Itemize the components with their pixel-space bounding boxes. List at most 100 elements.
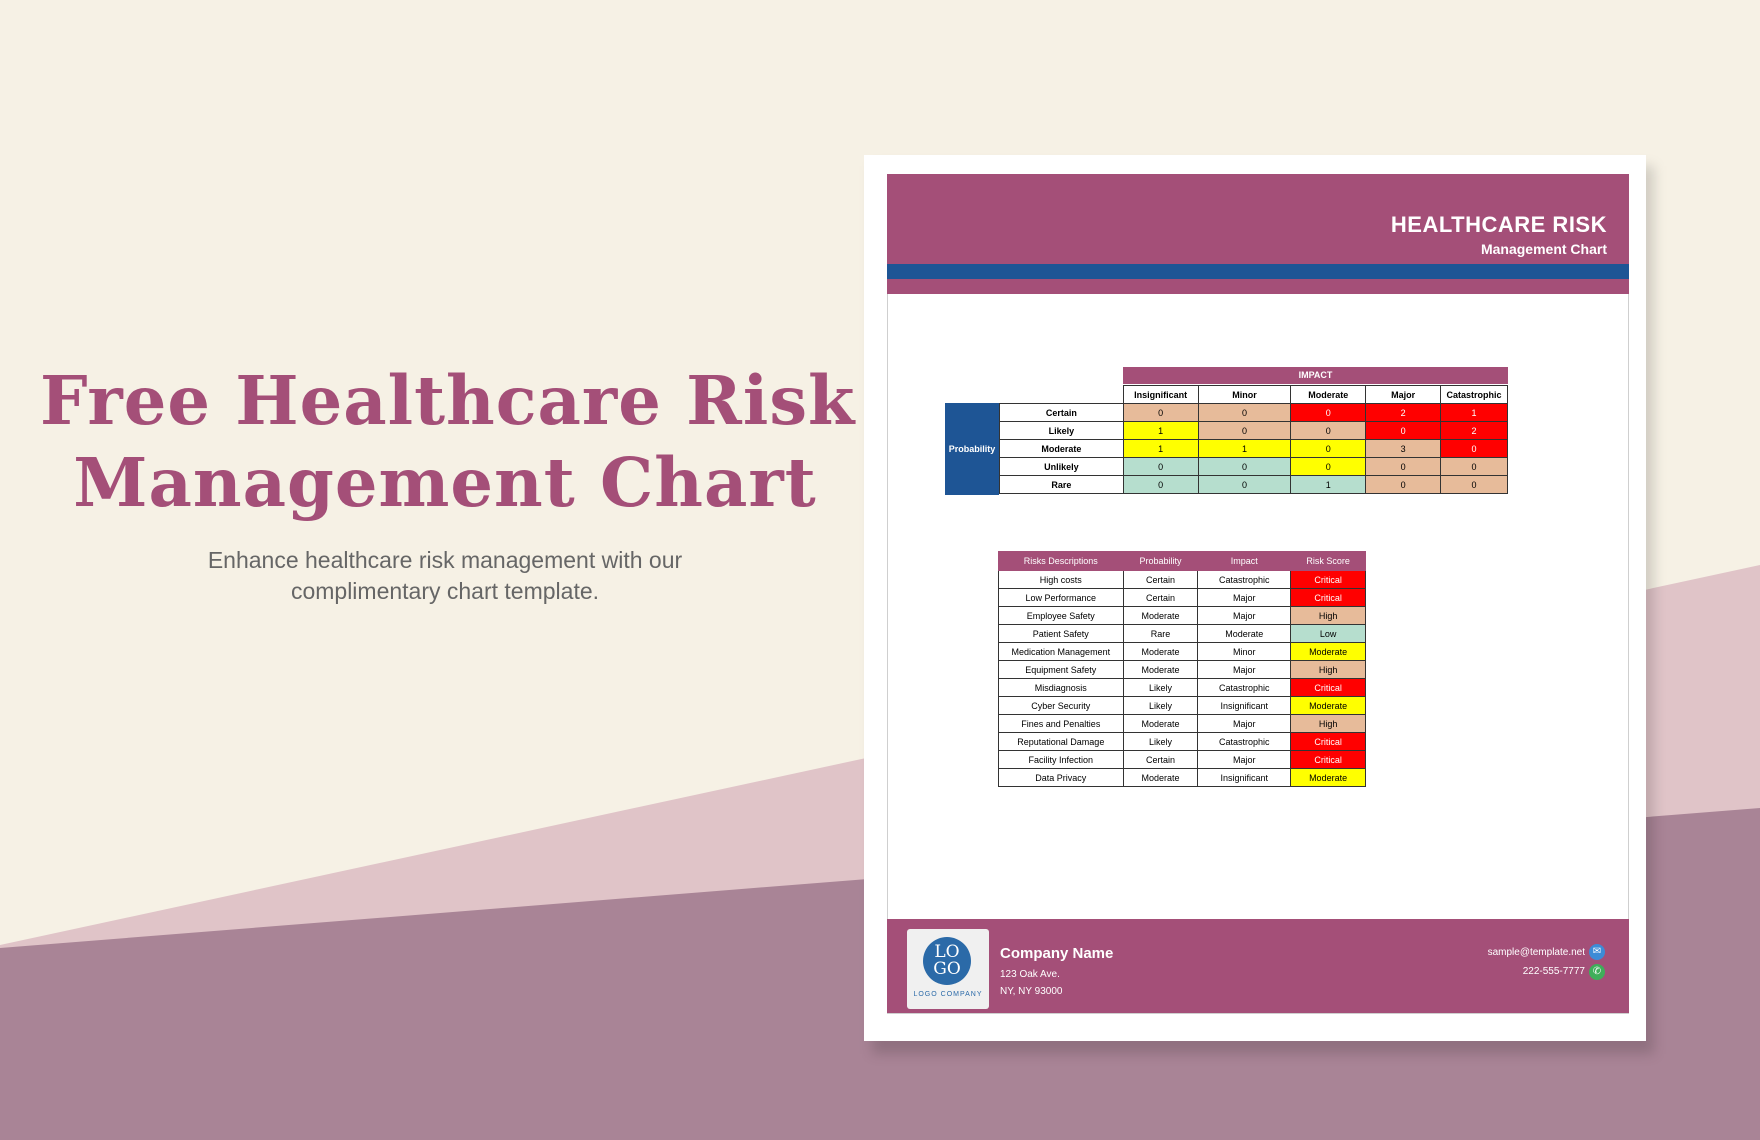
risk-probability-cell: Likely [1122, 678, 1199, 697]
risk-probability-cell: Moderate [1122, 642, 1199, 661]
matrix-cell: 1 [1439, 403, 1509, 422]
logo-text-top: LO [934, 942, 960, 962]
risk-table-col-header: Risks Descriptions [998, 551, 1124, 571]
risk-impact-cell: Catastrophic [1197, 732, 1292, 751]
risk-score-cell: High [1290, 660, 1366, 679]
risk-desc-cell: Misdiagnosis [998, 678, 1124, 697]
risk-probability-cell: Likely [1122, 696, 1199, 715]
risk-impact-cell: Minor [1197, 642, 1292, 661]
risk-score-cell: Critical [1290, 732, 1366, 751]
risk-score-cell: High [1290, 606, 1366, 625]
matrix-col-header: Major [1365, 385, 1441, 404]
matrix-header-row: Insignificant Minor Moderate Major Catas… [1000, 385, 1509, 404]
risk-table-header: Risks Descriptions Probability Impact Ri… [998, 551, 1366, 571]
risk-impact-cell: Major [1197, 660, 1292, 679]
risk-table-col-header: Probability [1122, 551, 1199, 571]
matrix-cell: 0 [1365, 421, 1441, 440]
contact-email: sample@template.net [1487, 947, 1585, 958]
matrix-corner [1000, 386, 1124, 404]
matrix-cell: 0 [1365, 457, 1441, 476]
risk-score-cell: Critical [1290, 570, 1366, 589]
risk-score-cell: Moderate [1290, 696, 1366, 715]
hero-subtitle-line2: complimentary chart template. [290, 578, 600, 604]
document-title: HEALTHCARE RISK [1390, 212, 1607, 237]
risk-table-row: Patient Safety Rare Moderate Low [998, 624, 1366, 643]
risk-score-cell: Critical [1290, 678, 1366, 697]
risk-desc-cell: Equipment Safety [998, 660, 1124, 679]
matrix-cell: 0 [1197, 457, 1292, 476]
logo-text-bottom: GO [933, 959, 961, 979]
matrix-col-header: Catastrophic [1439, 385, 1509, 404]
risk-table-row: Equipment Safety Moderate Major High [998, 660, 1366, 679]
risk-score-cell: Low [1290, 624, 1366, 643]
risk-probability-cell: Certain [1122, 588, 1199, 607]
matrix-row: Moderate 1 1 0 3 0 [999, 439, 1509, 458]
matrix-cell: 0 [1290, 457, 1367, 476]
risk-desc-cell: Fines and Penalties [998, 714, 1124, 733]
risk-table-row: Facility Infection Certain Major Critical [998, 750, 1366, 769]
risk-matrix: Insignificant Minor Moderate Major Catas… [999, 385, 1509, 494]
risk-desc-cell: Facility Infection [998, 750, 1124, 769]
risk-impact-cell: Major [1197, 714, 1292, 733]
risk-impact-cell: Major [1197, 606, 1292, 625]
matrix-col-header: Insignificant [1122, 385, 1199, 404]
risk-probability-cell: Moderate [1122, 606, 1199, 625]
matrix-col-header: Moderate [1290, 385, 1367, 404]
matrix-row-label: Unlikely [999, 457, 1124, 476]
risk-desc-cell: Employee Safety [998, 606, 1124, 625]
phone-icon: ✆ [1589, 964, 1605, 980]
matrix-cell: 2 [1365, 403, 1441, 422]
document-preview: HEALTHCARE RISK Management Chart IMPACT … [864, 155, 1646, 1041]
matrix-row-label: Rare [999, 475, 1124, 494]
risk-impact-cell: Catastrophic [1197, 570, 1292, 589]
matrix-cell: 0 [1197, 475, 1292, 494]
matrix-cell: 0 [1439, 475, 1509, 494]
matrix-cell: 0 [1365, 475, 1441, 494]
matrix-row: Unlikely 0 0 0 0 0 [999, 457, 1509, 476]
matrix-cell: 0 [1290, 439, 1367, 458]
matrix-cell: 0 [1290, 421, 1367, 440]
risk-impact-cell: Catastrophic [1197, 678, 1292, 697]
risk-probability-cell: Likely [1122, 732, 1199, 751]
logo-caption: LOGO COMPANY [913, 991, 983, 998]
risk-score-cell: Critical [1290, 588, 1366, 607]
risk-table: Risks Descriptions Probability Impact Ri… [998, 551, 1366, 787]
document-subtitle: Management Chart [1480, 241, 1607, 257]
matrix-cell: 0 [1439, 439, 1509, 458]
matrix-cell: 1 [1290, 475, 1367, 494]
matrix-row-label: Moderate [999, 439, 1124, 458]
company-address-line2: NY, NY 93000 [1000, 986, 1063, 997]
risk-desc-cell: Reputational Damage [998, 732, 1124, 751]
risk-score-cell: Moderate [1290, 768, 1366, 787]
risk-probability-cell: Certain [1122, 750, 1199, 769]
risk-desc-cell: Low Performance [998, 588, 1124, 607]
risk-impact-cell: Insignificant [1197, 768, 1292, 787]
matrix-cell: 0 [1290, 403, 1367, 422]
risk-probability-cell: Moderate [1122, 768, 1199, 787]
risk-desc-cell: Data Privacy [998, 768, 1124, 787]
risk-desc-cell: High costs [998, 570, 1124, 589]
matrix-cell: 1 [1122, 439, 1199, 458]
risk-table-row: High costs Certain Catastrophic Critical [998, 570, 1366, 589]
matrix-row-label: Certain [999, 403, 1124, 422]
risk-impact-cell: Major [1197, 588, 1292, 607]
matrix-cell: 0 [1197, 403, 1292, 422]
risk-desc-cell: Patient Safety [998, 624, 1124, 643]
matrix-cell: 0 [1122, 475, 1199, 494]
logo-mark: LO GO [923, 937, 971, 985]
risk-table-row: Employee Safety Moderate Major High [998, 606, 1366, 625]
risk-score-cell: High [1290, 714, 1366, 733]
matrix-col-header: Minor [1197, 385, 1292, 404]
risk-table-row: Medication Management Moderate Minor Modera… [998, 642, 1366, 661]
risk-table-col-header: Impact [1197, 551, 1292, 571]
risk-table-row: Fines and Penalties Moderate Major High [998, 714, 1366, 733]
impact-label: IMPACT [1123, 367, 1508, 384]
risk-table-row: Reputational Damage Likely Catastrophic Cri… [998, 732, 1366, 751]
matrix-cell: 2 [1439, 421, 1509, 440]
header-stripe [887, 264, 1629, 279]
risk-desc-cell: Cyber Security [998, 696, 1124, 715]
contact-phone: 222-555-7777 [1522, 966, 1585, 977]
matrix-cell: 1 [1122, 421, 1199, 440]
risk-score-cell: Critical [1290, 750, 1366, 769]
hero-title-line1: Free Healthcare Risk [40, 361, 856, 440]
